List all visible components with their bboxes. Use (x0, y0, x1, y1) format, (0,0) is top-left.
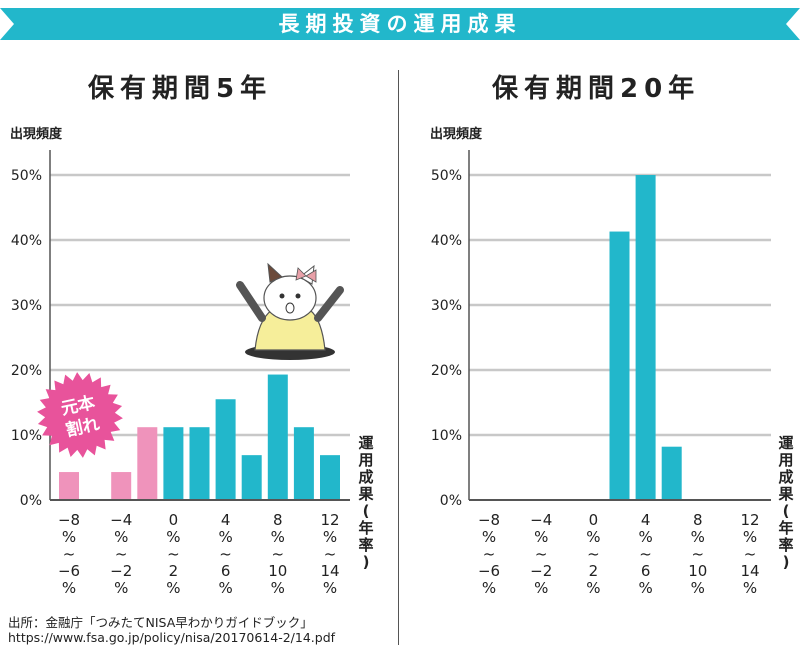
y-tick-label: 20% (431, 363, 462, 379)
cat-bow (295, 267, 317, 283)
x-tick-label: −8% ~ −6% (58, 511, 80, 597)
y-tick-label: 50% (431, 168, 462, 184)
starburst-shape (37, 372, 123, 458)
x-tick-label: 0% ~2% (586, 511, 600, 597)
bar-2%~4% (189, 427, 210, 500)
cat-illustration (236, 262, 344, 360)
bar-6%~8% (241, 455, 262, 500)
title-banner (0, 8, 800, 40)
x-tick-label: −8% ~ −6% (478, 511, 500, 597)
x-tick-label: −4% ~ −2% (110, 511, 132, 597)
y-tick-label: 0% (440, 493, 462, 509)
bar-12%~14% (320, 455, 340, 500)
y-tick-label: 20% (11, 363, 42, 379)
bar--4%~-2% (111, 472, 132, 500)
x-axis-title: 運用成果(年率) (777, 434, 794, 571)
y-tick-label: 0% (20, 493, 42, 509)
bar--2%~0% (137, 427, 158, 500)
source-line-1: 出所：金融庁「つみたてNISA早わかりガイドブック」 (8, 615, 313, 630)
divider (398, 70, 399, 645)
y-tick-label: 30% (11, 298, 42, 314)
cat-head (263, 275, 317, 321)
y-tick-label: 10% (11, 428, 42, 444)
chart-title-20yr: 保有期間20年 (486, 68, 707, 109)
bar-2%~4% (609, 231, 630, 501)
bar-4%~6% (215, 399, 236, 500)
cat-mouth (285, 302, 295, 314)
x-tick-label: 12% ~14% (740, 511, 759, 597)
x-tick-label: 0% ~2% (166, 511, 180, 597)
y-tick-label: 30% (431, 298, 462, 314)
y-tick-label: 50% (11, 168, 42, 184)
x-tick-label: 12% ~14% (320, 511, 339, 597)
cat-eye (295, 293, 301, 299)
y-axis-label-5yr: 出現頻度 (10, 127, 63, 142)
banner-title: 長期投資の運用成果 (278, 12, 522, 36)
cat-arms (236, 281, 344, 322)
bar-8%~10% (267, 374, 288, 500)
x-tick-label: 8% ~10% (268, 511, 287, 597)
cat-eye (279, 293, 285, 299)
y-tick-label: 40% (431, 233, 462, 249)
bar-6%~8% (661, 446, 682, 500)
bar--8%~-6% (59, 472, 79, 500)
bar-10%~12% (293, 427, 314, 500)
chart-5yr: 0% 10% 20% 30% 40% 50% −8% ~ −6 % −4% ~ −2 % 0% ~2 % 4% ~6… (11, 150, 374, 597)
x-tick-label: 4% ~6% (218, 511, 232, 597)
x-tick-label: 4% ~6% (638, 511, 652, 597)
x-axis-title: 運用成果(年率) (357, 434, 374, 571)
y-tick-label: 40% (11, 233, 42, 249)
bar-0%~2% (163, 427, 184, 500)
y-axis-label-20yr: 出現頻度 (430, 127, 483, 142)
source-url: https://www.fsa.go.jp/policy/nisa/201706… (8, 630, 336, 645)
bar-4%~6% (635, 175, 656, 500)
x-tick-label: 8% ~10% (688, 511, 707, 597)
y-tick-label: 10% (431, 428, 462, 444)
x-tick-label: −4% ~ −2% (530, 511, 552, 597)
chart-20yr: 0% 10% 20% 30% 40% 50% −8% ~ −6 % −4% ~ −2 % 0% ~2 % 4% ~6… (431, 150, 794, 597)
cat-ear-left (267, 262, 283, 283)
